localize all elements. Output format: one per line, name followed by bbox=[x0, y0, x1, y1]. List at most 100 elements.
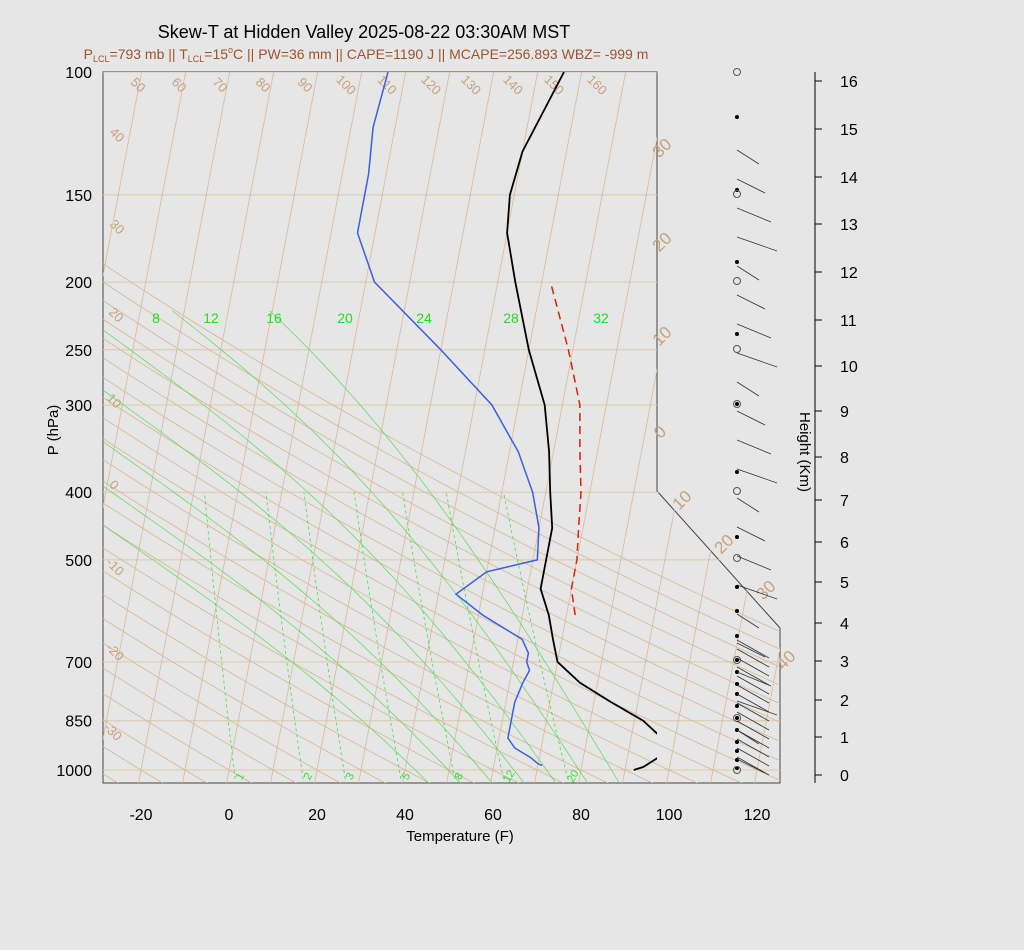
moist-adiabat-line bbox=[103, 329, 557, 783]
pressure-tick-label: 200 bbox=[65, 275, 92, 292]
mixing-ratio-label: 2 bbox=[302, 771, 315, 782]
wind-barb bbox=[736, 178, 766, 194]
wind-dot bbox=[735, 585, 739, 589]
wind-barb bbox=[736, 294, 766, 310]
dry-adiabat-label: -30 bbox=[101, 720, 125, 744]
wind-dot bbox=[735, 609, 739, 613]
dry-adiabat-line bbox=[103, 72, 612, 783]
wind-barb bbox=[736, 675, 770, 695]
dry-adiabat-label: 60 bbox=[169, 74, 190, 95]
moist-adiabat-label: 24 bbox=[416, 310, 432, 326]
isotherm-line bbox=[753, 72, 780, 783]
height-tick-label: 1 bbox=[840, 730, 849, 747]
wind-dot bbox=[735, 634, 739, 638]
mixing-ratio-label: 5 bbox=[400, 771, 413, 782]
isotherm-line bbox=[798, 72, 933, 785]
wind-barb bbox=[736, 671, 772, 687]
wind-dot bbox=[735, 535, 739, 539]
dry-adiabat-line bbox=[103, 72, 780, 783]
wind-barb bbox=[736, 526, 766, 542]
moist-adiabat-label: 20 bbox=[337, 310, 353, 326]
dry-adiabat-line bbox=[103, 72, 657, 783]
wet-bulb-label: 20 bbox=[649, 229, 676, 256]
height-tick-label: 9 bbox=[840, 404, 849, 421]
height-tick-label: 4 bbox=[840, 616, 849, 633]
calm-circle bbox=[733, 554, 741, 562]
calm-circle bbox=[733, 190, 741, 198]
wind-dot bbox=[735, 470, 739, 474]
height-tick-label: 11 bbox=[840, 313, 857, 330]
height-tick-label: 10 bbox=[840, 359, 858, 376]
wind-barb bbox=[736, 700, 778, 716]
calm-circle bbox=[733, 766, 741, 774]
height-tick-label: 7 bbox=[840, 493, 849, 510]
mixing-ratio-line bbox=[503, 492, 570, 783]
wet-bulb-label: 10 bbox=[649, 323, 676, 350]
dry-adiabat-line bbox=[103, 72, 478, 783]
wind-dot bbox=[735, 704, 739, 708]
wind-dot bbox=[735, 749, 739, 753]
dry-adiabat-label: 20 bbox=[106, 304, 127, 325]
dry-adiabat-label: 100 bbox=[333, 72, 359, 98]
dry-adiabat-line bbox=[103, 72, 780, 783]
wind-dot bbox=[735, 740, 739, 744]
moist-adiabat-label: 12 bbox=[203, 310, 219, 326]
dry-adiabat-label: 130 bbox=[458, 72, 484, 98]
pressure-tick-label: 850 bbox=[65, 714, 92, 731]
wet-bulb-label: 30 bbox=[753, 577, 780, 604]
wind-barb bbox=[736, 702, 770, 722]
dry-adiabat-line bbox=[103, 72, 389, 783]
wind-barb bbox=[736, 756, 770, 776]
wind-barb bbox=[736, 265, 760, 281]
x-tick-label: 80 bbox=[572, 807, 590, 824]
dry-adiabat-line bbox=[103, 72, 780, 783]
wind-barb bbox=[736, 149, 760, 165]
moist-adiabat-line bbox=[103, 441, 493, 783]
moist-adiabat-line bbox=[103, 485, 461, 783]
moist-adiabat-line bbox=[269, 310, 620, 783]
wind-barb bbox=[736, 729, 770, 749]
dry-adiabat-line bbox=[103, 72, 166, 783]
height-tick-label: 3 bbox=[840, 654, 849, 671]
temperature-line bbox=[506, 72, 657, 771]
pressure-tick-label: 500 bbox=[65, 553, 92, 570]
isotherm-line bbox=[0, 72, 10, 785]
wet-bulb-label: 30 bbox=[649, 135, 676, 162]
isotherm-line bbox=[225, 72, 363, 783]
dry-adiabat-label: 40 bbox=[107, 124, 128, 145]
mixing-ratio-line bbox=[353, 492, 403, 783]
x-tick-label: 120 bbox=[744, 807, 771, 824]
dry-adiabat-line bbox=[103, 72, 780, 783]
dry-adiabat-label: -10 bbox=[103, 555, 127, 579]
wet-bulb-label: 20 bbox=[711, 531, 738, 558]
isotherm-line bbox=[313, 72, 451, 783]
chart-title: Skew-T at Hidden Valley 2025-08-22 03:30… bbox=[158, 22, 571, 42]
wind-barb bbox=[736, 758, 766, 774]
x-tick-label: 0 bbox=[225, 807, 234, 824]
isotherm-line bbox=[401, 72, 539, 783]
data-series bbox=[356, 72, 657, 771]
isotherm-line bbox=[181, 72, 319, 783]
x-tick-label: 20 bbox=[308, 807, 326, 824]
dry-adiabat-line bbox=[0, 72, 76, 785]
moist-adiabat-label: 32 bbox=[593, 310, 609, 326]
isotherm-line bbox=[103, 72, 143, 783]
height-tick-label: 8 bbox=[840, 450, 849, 467]
wind-barb bbox=[736, 648, 770, 668]
pressure-tick-label: 150 bbox=[65, 188, 92, 205]
height-tick-label: 0 bbox=[840, 768, 849, 785]
isotherm-line bbox=[842, 72, 977, 785]
wind-barb bbox=[736, 747, 770, 767]
isobar-lines bbox=[103, 72, 780, 771]
dry-adiabat-label: 70 bbox=[210, 74, 231, 95]
dry-adiabat-line bbox=[103, 72, 523, 783]
wind-barb bbox=[736, 439, 772, 455]
isotherm-lines bbox=[0, 72, 977, 785]
wind-barb bbox=[736, 711, 770, 731]
mixing-ratio-label: 12 bbox=[501, 768, 518, 785]
wind-barb-column bbox=[733, 68, 778, 776]
mixing-ratio-line bbox=[303, 492, 347, 783]
isotherm-line bbox=[357, 72, 495, 783]
dry-adiabat-line bbox=[103, 72, 701, 783]
dry-adiabat-line bbox=[103, 72, 434, 783]
